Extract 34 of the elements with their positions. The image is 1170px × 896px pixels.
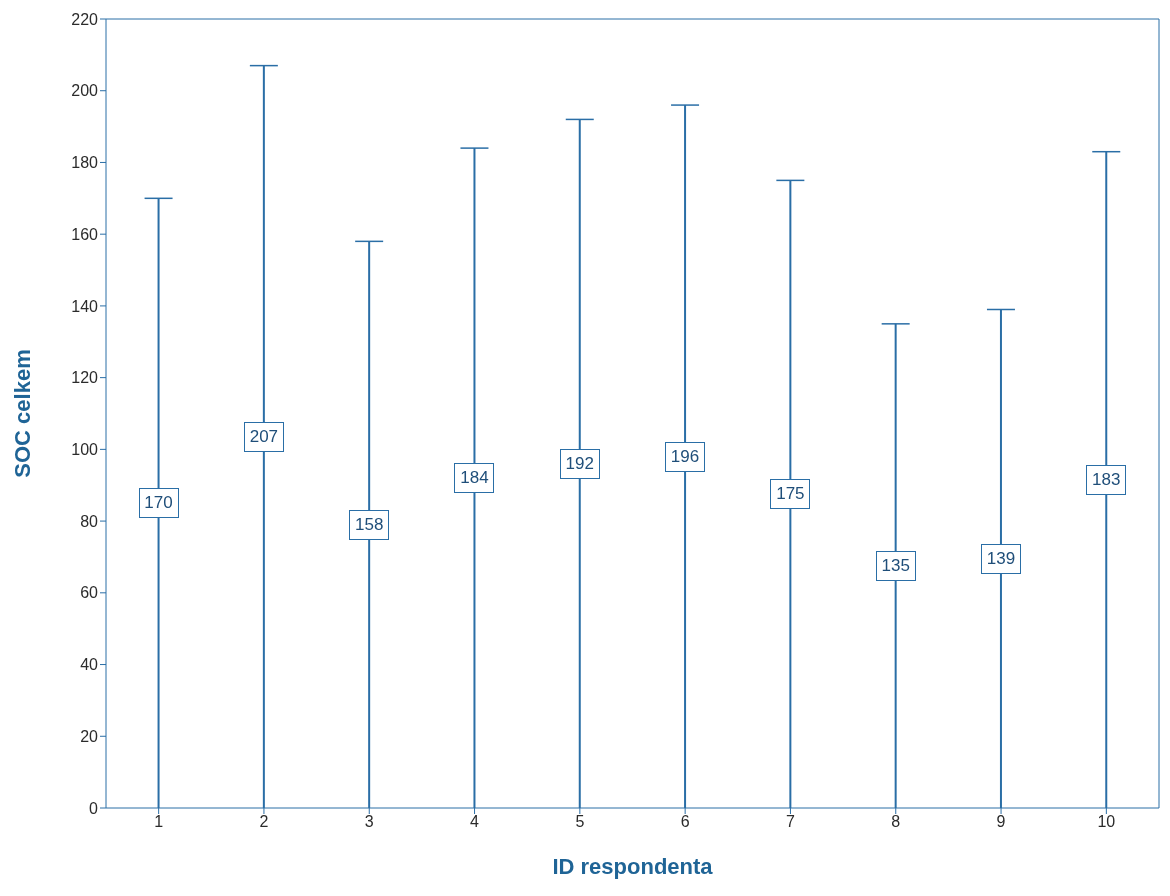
data-label: 175 (770, 479, 811, 510)
y-tick-label: 100 (71, 441, 99, 459)
y-tick-label: 40 (80, 656, 99, 674)
x-tick-label: 3 (364, 813, 374, 831)
data-label: 183 (1086, 464, 1127, 495)
data-label: 207 (243, 421, 284, 452)
x-tick-label: 7 (786, 813, 795, 831)
y-axis-title: SOC celkem (9, 349, 35, 478)
x-tick-label: 5 (575, 813, 585, 831)
data-label: 135 (875, 550, 916, 581)
data-label: 192 (559, 448, 600, 479)
y-tick-label: 180 (71, 154, 99, 172)
y-tick-label: 60 (80, 584, 99, 602)
x-tick-label: 6 (680, 813, 690, 831)
x-tick-label: 9 (996, 813, 1006, 831)
data-label: 158 (349, 509, 390, 540)
y-tick-label: 160 (71, 225, 99, 243)
y-tick-label: 120 (71, 369, 99, 387)
y-tick-label: 80 (80, 512, 99, 530)
x-axis-title: ID respondenta (552, 854, 714, 879)
y-tick-label: 0 (89, 799, 99, 817)
y-tick-label: 220 (71, 10, 99, 28)
data-label: 139 (980, 543, 1021, 574)
y-tick-label: 200 (71, 82, 99, 100)
x-tick-label: 4 (470, 813, 480, 831)
y-tick-label: 20 (80, 727, 99, 745)
data-label: 196 (665, 441, 706, 472)
x-tick-label: 2 (259, 813, 269, 831)
y-tick-label: 140 (71, 297, 99, 315)
x-tick-label: 8 (891, 813, 901, 831)
x-tick-label: 10 (1097, 813, 1116, 831)
data-label: 184 (454, 463, 495, 494)
x-tick-label: 1 (154, 813, 164, 831)
data-label: 170 (138, 488, 179, 519)
